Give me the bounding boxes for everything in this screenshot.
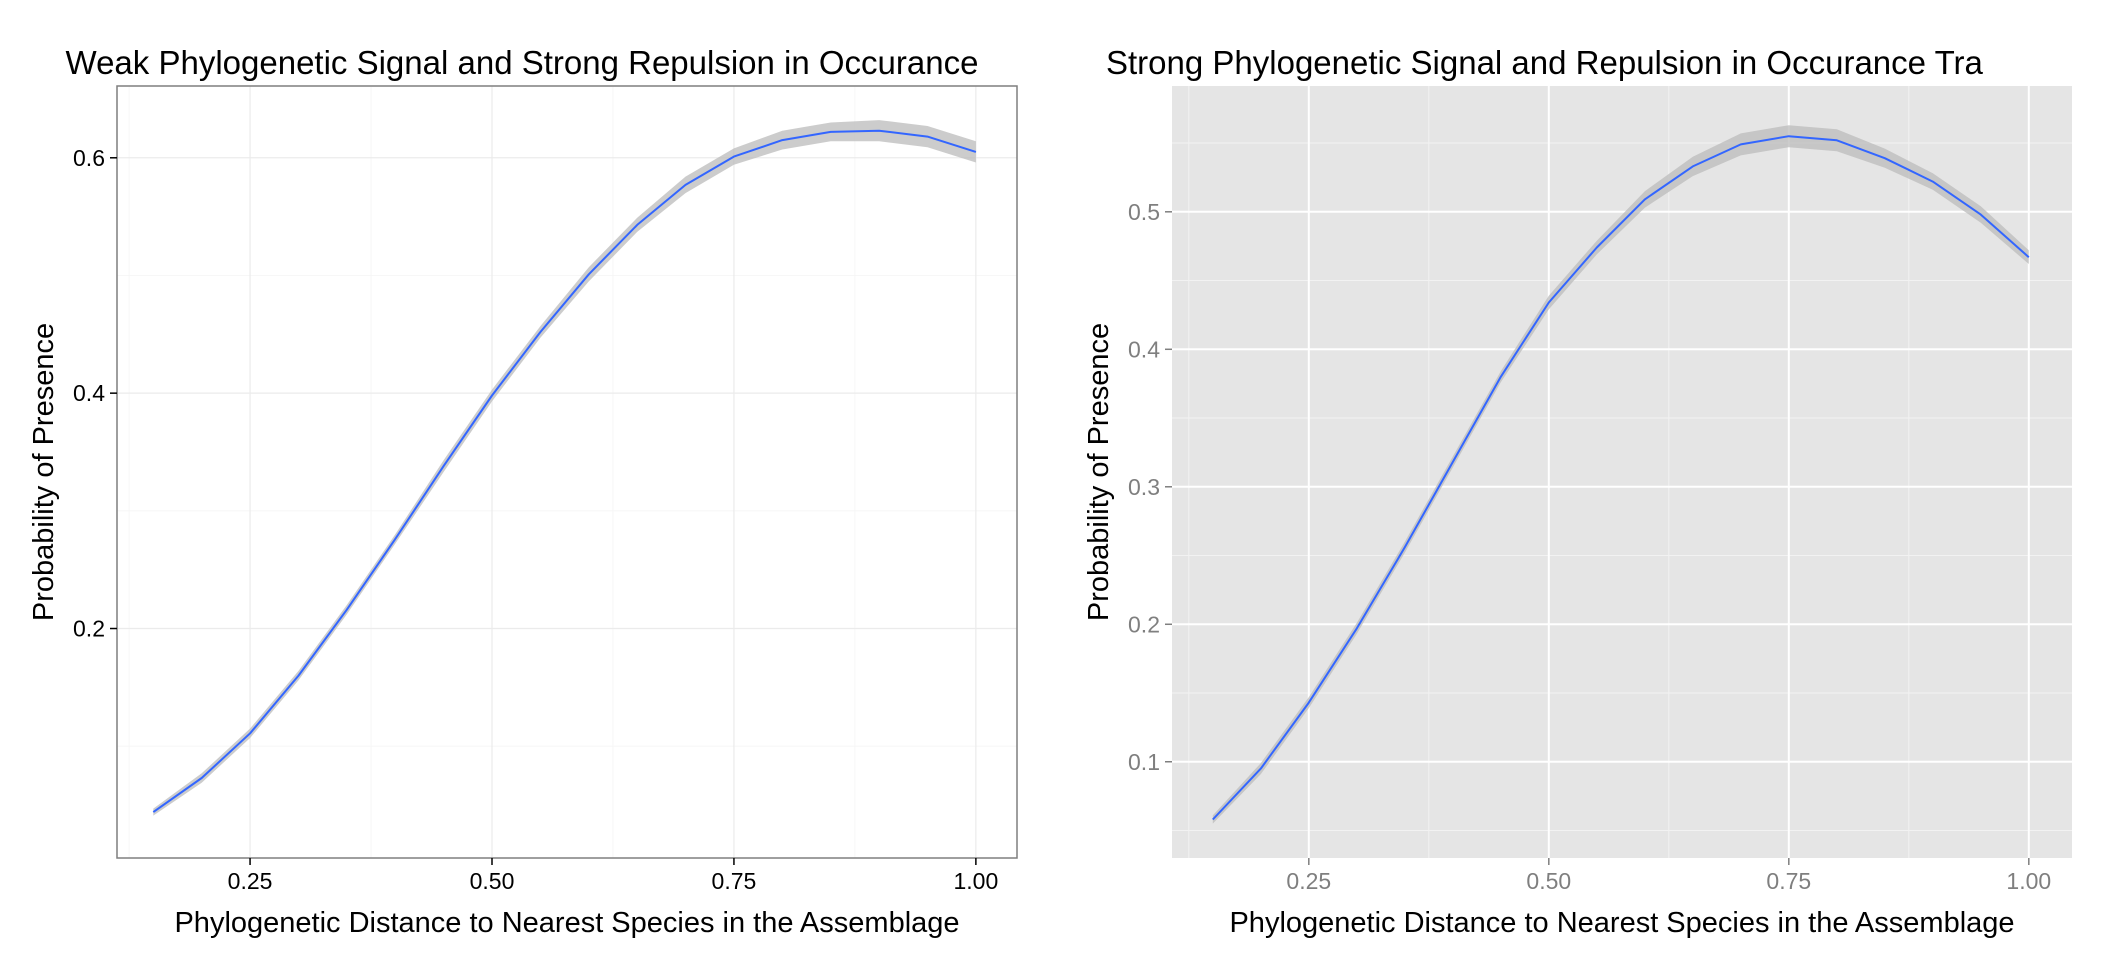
y-tick-label: 0.3 <box>1128 474 1160 500</box>
x-tick-label: 0.50 <box>1526 868 1571 894</box>
plot-background <box>117 86 1017 858</box>
panel-border <box>116 85 1018 859</box>
y-tick-label: 0.2 <box>73 616 105 642</box>
x-tick-label: 1.00 <box>953 868 998 894</box>
y-axis-ticks: 0.2 0.4 0.6 <box>73 145 117 642</box>
x-tick-label: 0.50 <box>470 868 515 894</box>
y-tick-label: 0.6 <box>73 145 105 171</box>
chart-panel-1: 0.25 0.50 0.75 1.00 0.2 0.4 0.6 Weak Phylogen… <box>28 44 1018 939</box>
x-axis-ticks: 0.25 0.50 0.75 1.00 <box>228 858 998 894</box>
grid <box>1172 86 2072 858</box>
series-line <box>1212 135 2030 821</box>
y-tick-label: 0.5 <box>1128 199 1160 225</box>
line-group <box>152 129 977 813</box>
x-axis-label: Phylogenetic Distance to Nearest Species… <box>174 907 959 939</box>
confidence-band-group <box>1212 125 2029 824</box>
y-axis-ticks: 0.1 0.2 0.3 0.4 0.5 <box>1128 199 1172 775</box>
chart-title: Strong Phylogenetic Signal and Repulsion… <box>1106 44 1983 81</box>
x-tick-label: 0.25 <box>1286 868 1331 894</box>
line-group <box>1212 135 2030 821</box>
series-line <box>152 129 977 813</box>
x-tick-label: 1.00 <box>2006 868 2051 894</box>
grid <box>117 86 1017 858</box>
y-tick-label: 0.1 <box>1128 749 1160 775</box>
chart-panel-2: 0.25 0.50 0.75 1.00 0.1 0.2 0.3 0.4 0.5 Strong … <box>1083 44 2072 939</box>
y-axis-label: Probability of Presence <box>28 323 60 621</box>
confidence-band <box>1212 125 2029 824</box>
x-tick-label: 0.75 <box>712 868 757 894</box>
x-tick-label: 0.75 <box>1766 868 1811 894</box>
x-axis-label: Phylogenetic Distance to Nearest Species… <box>1229 907 2014 939</box>
x-axis-ticks: 0.25 0.50 0.75 1.00 <box>1286 858 2051 894</box>
y-axis-label: Probability of Presence <box>1083 323 1115 621</box>
y-tick-label: 0.4 <box>73 380 105 406</box>
x-tick-label: 0.25 <box>228 868 273 894</box>
chart-title: Weak Phylogenetic Signal and Strong Repu… <box>66 44 979 81</box>
plot-background <box>1172 86 2072 858</box>
y-tick-label: 0.4 <box>1128 336 1160 362</box>
y-tick-label: 0.2 <box>1128 611 1160 637</box>
